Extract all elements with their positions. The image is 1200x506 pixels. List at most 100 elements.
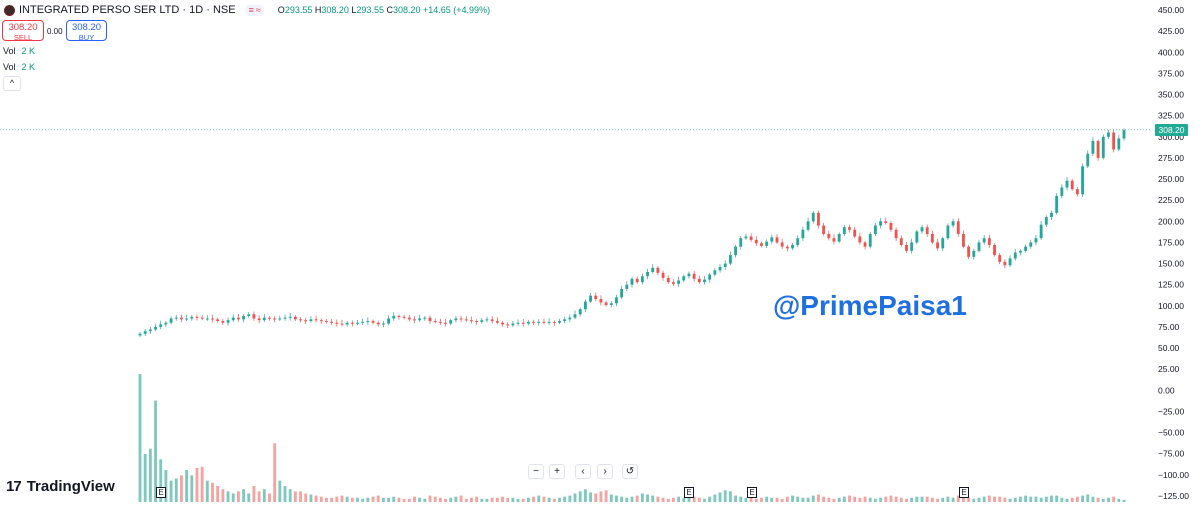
earnings-marker[interactable]: E bbox=[747, 487, 757, 498]
candle-body bbox=[506, 324, 510, 326]
candle-body bbox=[268, 317, 271, 319]
candle-body bbox=[661, 272, 665, 278]
candle-body bbox=[956, 221, 960, 234]
candle-body bbox=[770, 237, 774, 242]
volume-bar bbox=[159, 459, 163, 502]
candle-body bbox=[340, 323, 344, 325]
earnings-marker[interactable]: E bbox=[156, 487, 166, 498]
candle-body bbox=[972, 250, 976, 257]
earnings-marker[interactable]: E bbox=[684, 487, 694, 498]
candle-body bbox=[868, 233, 872, 247]
candle-body bbox=[433, 321, 437, 323]
candle-body bbox=[148, 329, 152, 332]
volume-bar bbox=[594, 493, 598, 502]
volume-bar bbox=[288, 489, 292, 502]
volume-bar bbox=[521, 498, 525, 502]
volume-bar bbox=[905, 498, 908, 502]
buy-button[interactable]: 308.20 BUY bbox=[66, 20, 107, 42]
candle-body bbox=[480, 320, 484, 322]
candle-body bbox=[677, 280, 681, 284]
volume-bar bbox=[283, 486, 287, 502]
indicator-toggle-pill[interactable]: ≡ ≈ bbox=[245, 4, 264, 16]
candle-body bbox=[899, 238, 903, 245]
y-tick-label: 350.00 bbox=[1158, 90, 1184, 100]
volume-bar bbox=[879, 497, 883, 502]
volume-bar bbox=[366, 497, 370, 502]
candle-body bbox=[718, 266, 722, 271]
y-tick-label: 225.00 bbox=[1158, 195, 1184, 205]
volume-bar bbox=[620, 496, 624, 502]
menu-lines-icon: ≡ bbox=[248, 5, 254, 15]
volume-bar bbox=[325, 497, 328, 502]
candle-body bbox=[547, 321, 551, 323]
candle-body bbox=[304, 320, 308, 322]
volume-bar bbox=[609, 494, 613, 502]
collapse-legend-button[interactable]: ^ bbox=[3, 76, 21, 91]
candle-body bbox=[159, 324, 163, 327]
earnings-marker[interactable]: E bbox=[959, 487, 969, 498]
scroll-right-button[interactable]: › bbox=[597, 464, 613, 479]
candle-body bbox=[615, 297, 618, 304]
candle-body bbox=[423, 317, 427, 319]
tradingview-name: TradingView bbox=[26, 478, 115, 495]
volume-bar bbox=[319, 496, 323, 502]
candle-body bbox=[402, 316, 406, 318]
volume-bar bbox=[252, 486, 256, 502]
volume-bar bbox=[998, 496, 1002, 502]
candle-body bbox=[231, 317, 235, 321]
y-tick-label: 250.00 bbox=[1158, 174, 1184, 184]
volume-bar bbox=[718, 492, 722, 502]
volume-bar bbox=[221, 489, 225, 502]
volume-bar bbox=[216, 486, 220, 502]
reset-chart-button[interactable]: ↺ bbox=[622, 464, 638, 479]
zoom-out-button[interactable]: − bbox=[528, 464, 544, 479]
candle-body bbox=[765, 241, 769, 246]
y-tick-label: −50.00 bbox=[1158, 428, 1185, 438]
volume-bar bbox=[1029, 496, 1033, 502]
candle-body bbox=[848, 227, 851, 230]
candle-body bbox=[495, 321, 499, 323]
candle-body bbox=[138, 333, 142, 336]
y-tick-label: −25.00 bbox=[1158, 406, 1185, 416]
candle-body bbox=[749, 236, 753, 240]
candle-body bbox=[951, 221, 955, 226]
wave-icon: ≈ bbox=[255, 5, 261, 15]
candle-body bbox=[314, 319, 318, 321]
candle-body bbox=[1029, 242, 1033, 247]
volume-indicator-legend[interactable]: Vol 2 K bbox=[3, 46, 36, 56]
zoom-in-button[interactable]: + bbox=[549, 464, 565, 479]
candle-body bbox=[682, 276, 686, 281]
candle-body bbox=[490, 319, 494, 322]
volume-bar bbox=[1055, 495, 1059, 502]
candle-body bbox=[599, 299, 603, 303]
volume-bar bbox=[925, 496, 929, 502]
candle-body bbox=[1086, 153, 1090, 167]
sell-button[interactable]: 308.20 SELL bbox=[2, 20, 44, 42]
tradingview-logo[interactable]: 17 TradingView bbox=[6, 478, 115, 495]
volume-bar bbox=[257, 491, 261, 502]
ohlc-values: O293.55 H308.20 L293.55 C308.20 +14.65 (… bbox=[277, 5, 491, 15]
volume-bar bbox=[827, 497, 831, 502]
volume-bar bbox=[1024, 495, 1028, 502]
volume-bar bbox=[920, 496, 924, 502]
volume-bar bbox=[589, 492, 592, 502]
volume-bar bbox=[703, 498, 706, 502]
candle-body bbox=[946, 225, 950, 239]
y-tick-label: 50.00 bbox=[1158, 343, 1180, 353]
volume-bar bbox=[154, 400, 157, 502]
volume-bar bbox=[780, 498, 784, 502]
volume-bar bbox=[195, 467, 199, 502]
candle-body bbox=[853, 229, 857, 237]
candle-body bbox=[692, 273, 696, 279]
scroll-left-button[interactable]: ‹ bbox=[575, 464, 591, 479]
candle-body bbox=[754, 239, 758, 244]
volume-bar bbox=[708, 496, 712, 502]
candle-body bbox=[583, 301, 587, 310]
y-tick-label: 200.00 bbox=[1158, 216, 1184, 226]
candle-body bbox=[744, 236, 748, 239]
volume-indicator-legend[interactable]: Vol 2 K bbox=[3, 62, 36, 72]
candle-body bbox=[589, 295, 592, 302]
volume-bar bbox=[335, 496, 339, 502]
symbol-title[interactable]: INTEGRATED PERSO SER LTD · 1D · NSE bbox=[19, 4, 236, 16]
